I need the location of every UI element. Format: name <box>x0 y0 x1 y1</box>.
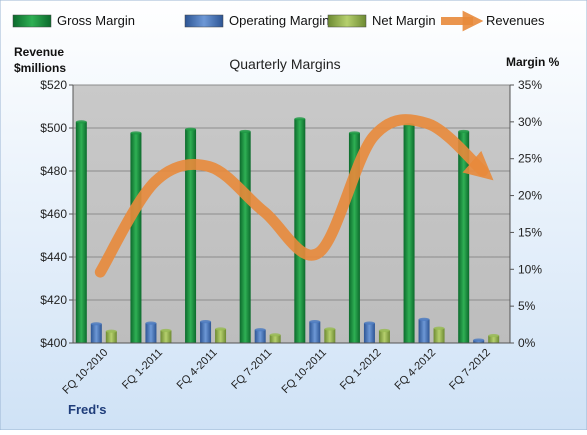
gross-margin-bar-cap <box>294 117 306 121</box>
right-tick-label: 0% <box>518 336 536 350</box>
operating-margin-bar-cap <box>418 317 430 322</box>
net-margin-bar-cap <box>378 328 390 333</box>
net-margin-bar <box>105 331 117 343</box>
operating-margin-bar <box>363 323 375 343</box>
legend-label: Gross Margin <box>57 13 135 28</box>
left-tick-label: $500 <box>40 121 67 135</box>
operating-margin-bar-cap <box>90 322 102 326</box>
bar-series <box>75 117 500 343</box>
left-tick-label: $460 <box>40 207 67 221</box>
net-margin-bar-cap <box>488 334 500 338</box>
operating-margin-bar <box>309 321 321 343</box>
left-tick-label: $480 <box>40 164 67 178</box>
revenue-line <box>94 114 494 278</box>
operating-margin-bar-cap <box>363 321 375 325</box>
left-axis-label-line-1: Revenue <box>14 45 64 59</box>
chart-title: Quarterly Margins <box>229 56 340 72</box>
left-tick-label: $440 <box>40 250 67 264</box>
right-tick-label: 15% <box>518 225 542 239</box>
right-tick-label: 35% <box>518 78 542 92</box>
net-margin-bar-cap <box>433 326 445 330</box>
operating-margin-bar <box>254 329 266 343</box>
net-margin-bar <box>433 328 445 343</box>
legend-net-swatch <box>327 14 367 28</box>
gross-margin-bar-cap <box>185 127 197 131</box>
gross-margin-bar <box>348 132 360 343</box>
left-tick-label: $400 <box>40 336 67 350</box>
operating-margin-bar <box>418 319 430 343</box>
gross-margin-bar-cap <box>130 131 142 135</box>
net-margin-bar-cap <box>324 327 336 331</box>
gross-margin-bar-cap <box>458 129 470 134</box>
net-margin-bar <box>269 334 281 343</box>
gross-margin-bar-cap <box>348 131 360 135</box>
revenue-line-path <box>94 114 494 278</box>
operating-margin-bar <box>145 323 157 343</box>
net-margin-bar <box>215 328 227 343</box>
right-tick-label: 30% <box>518 115 542 129</box>
left-axis-ticks: $400 $420 $440 $460 $480 $500 $520 <box>40 78 73 350</box>
operating-margin-bar-cap <box>145 321 157 325</box>
operating-margin-bar-cap <box>254 328 266 332</box>
operating-margin-bar <box>200 321 212 343</box>
gross-margin-bar <box>458 131 470 343</box>
gross-margin-bar <box>294 118 306 343</box>
right-axis-label: Margin % <box>506 55 560 69</box>
gross-margin-bar <box>403 124 415 343</box>
right-tick-label: 25% <box>518 152 542 166</box>
net-margin-bar-cap <box>105 329 117 333</box>
net-margin-bar <box>378 330 390 343</box>
right-tick-label: 10% <box>518 262 542 276</box>
gross-margin-bar <box>130 132 142 343</box>
operating-margin-bar-cap <box>309 320 321 324</box>
legend: Gross Margin Operating Margin Net Margin Re… <box>12 10 545 32</box>
operating-margin-bar <box>90 323 102 343</box>
left-axis-label-line-2: $millions <box>14 61 66 75</box>
legend-label: Revenues <box>486 13 545 28</box>
right-axis-ticks: 0% 5% 10% 15% 20% 25% 30% 35% <box>510 78 542 350</box>
gross-margin-bar <box>75 121 87 343</box>
legend-operating-swatch <box>184 14 224 28</box>
gross-margin-bar-cap <box>75 120 87 124</box>
footer-label: Fred's <box>68 402 107 417</box>
right-tick-label: 5% <box>518 299 536 313</box>
left-tick-label: $520 <box>40 78 67 92</box>
gross-margin-bar <box>185 129 197 343</box>
left-axis-label: Revenue $millions <box>14 45 67 75</box>
left-tick-label: $420 <box>40 293 67 307</box>
net-margin-bar-cap <box>269 333 281 337</box>
legend-label: Net Margin <box>372 13 436 28</box>
operating-margin-bar-cap <box>200 320 212 324</box>
gross-margin-bar <box>239 131 251 343</box>
legend-gross-swatch <box>12 14 52 28</box>
gross-margin-bar-cap <box>239 129 251 134</box>
net-margin-bar <box>160 330 172 343</box>
operating-margin-bar-cap <box>473 338 485 342</box>
legend-label: Operating Margin <box>229 13 329 28</box>
net-margin-bar <box>324 328 336 343</box>
net-margin-bar-cap <box>215 327 227 331</box>
net-margin-bar-cap <box>160 328 172 333</box>
net-margin-bar <box>488 335 500 343</box>
right-tick-label: 20% <box>518 189 542 203</box>
